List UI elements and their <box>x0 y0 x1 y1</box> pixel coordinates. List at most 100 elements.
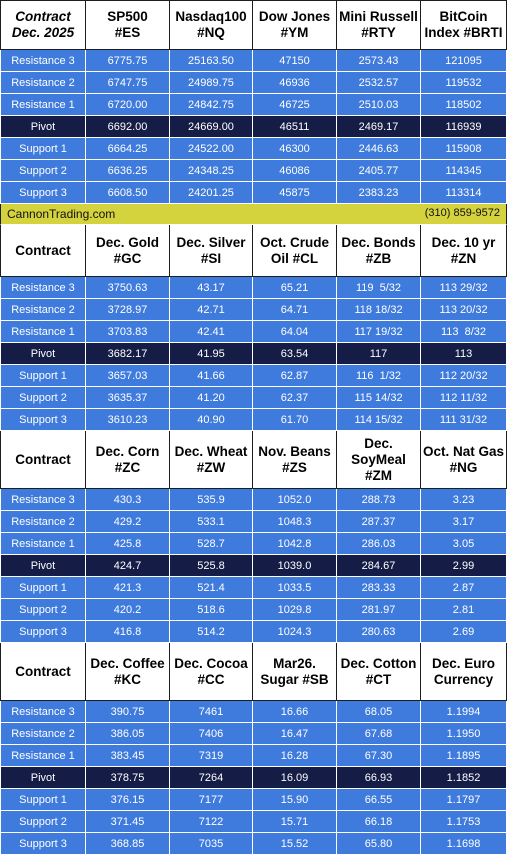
level-label: Resistance 2 <box>0 72 86 94</box>
pivot-row: Pivot 3682.17 41.95 63.54 117 113 <box>0 343 507 365</box>
level-value: 112 11/32 <box>421 387 507 409</box>
level-value: 2532.57 <box>337 72 421 94</box>
instrument-header-cell: Dec. Euro Currency <box>421 643 507 701</box>
level-value: 425.8 <box>86 533 170 555</box>
header-line: Dec. Wheat <box>174 443 248 459</box>
level-value: 65.80 <box>337 833 421 855</box>
level-value: 115 14/32 <box>337 387 421 409</box>
header-line: Nasdaq100 <box>175 9 247 24</box>
header-line: Contract <box>15 451 71 467</box>
contract-header-cell: Contract <box>0 643 86 701</box>
level-value: 47150 <box>253 50 337 72</box>
header-line: Dec. 10 yr <box>431 234 496 250</box>
level-value: 281.97 <box>337 599 421 621</box>
instrument-header-cell: Dec. SoyMeal #ZM <box>337 431 421 489</box>
level-value: 113 29/32 <box>421 277 507 299</box>
website-link[interactable]: CannonTrading.com <box>7 207 116 221</box>
level-value: 3610.23 <box>86 409 170 431</box>
level-value: 66.55 <box>337 789 421 811</box>
level-label: Support 2 <box>0 811 86 833</box>
level-value: 116 1/32 <box>337 365 421 387</box>
level-row: Support 2 420.2 518.6 1029.8 281.97 2.81 <box>0 599 507 621</box>
level-value: 420.2 <box>86 599 170 621</box>
section-header-row: Contract Dec. Gold #GC Dec. Silver #SI Oct. C… <box>0 225 507 277</box>
level-label: Resistance 2 <box>0 511 86 533</box>
instrument-header-cell: Dec. Silver #SI <box>170 225 253 277</box>
level-row: Resistance 1 6720.00 24842.75 46725 2510.03 1… <box>0 94 507 116</box>
level-value: 121095 <box>421 50 507 72</box>
level-value: 1033.5 <box>253 577 337 599</box>
header-line: BitCoin <box>439 9 488 24</box>
level-value: 46511 <box>253 116 337 138</box>
level-value: 1042.8 <box>253 533 337 555</box>
contract-header-cell: Contract Dec. 2025 <box>0 0 86 50</box>
level-label: Pivot <box>0 767 86 789</box>
header-line: #ZC <box>114 459 141 475</box>
level-value: 114345 <box>421 160 507 182</box>
level-label: Support 3 <box>0 621 86 643</box>
level-value: 62.37 <box>253 387 337 409</box>
header-line: #ZN <box>450 250 477 266</box>
level-label: Resistance 3 <box>0 277 86 299</box>
level-value: 3728.97 <box>86 299 170 321</box>
level-value: 1.1994 <box>421 701 507 723</box>
level-row: Resistance 3 390.75 7461 16.66 68.05 1.1994 <box>0 701 507 723</box>
level-value: 3.17 <box>421 511 507 533</box>
level-value: 7177 <box>170 789 253 811</box>
header-line: #KC <box>113 671 141 687</box>
level-value: 65.21 <box>253 277 337 299</box>
level-row: Resistance 3 3750.63 43.17 65.21 119 5/32 113… <box>0 277 507 299</box>
instrument-header-cell: Dec. Cocoa #CC <box>170 643 253 701</box>
level-value: 62.87 <box>253 365 337 387</box>
level-value: 535.9 <box>170 489 253 511</box>
level-value: 2573.43 <box>337 50 421 72</box>
level-value: 6775.75 <box>86 50 170 72</box>
level-value: 390.75 <box>86 701 170 723</box>
level-value: 3635.37 <box>86 387 170 409</box>
level-value: 6608.50 <box>86 182 170 204</box>
header-line: Sugar #SB <box>260 671 329 687</box>
level-value: 3.23 <box>421 489 507 511</box>
level-label: Resistance 1 <box>0 533 86 555</box>
level-value: 6692.00 <box>86 116 170 138</box>
level-row: Resistance 3 430.3 535.9 1052.0 288.73 3.23 <box>0 489 507 511</box>
level-value: 15.90 <box>253 789 337 811</box>
level-value: 429.2 <box>86 511 170 533</box>
header-line: #ZB <box>365 250 392 266</box>
level-value: 16.66 <box>253 701 337 723</box>
instrument-header-cell: SP500 #ES <box>86 0 170 50</box>
level-value: 283.33 <box>337 577 421 599</box>
level-value: 113314 <box>421 182 507 204</box>
header-line: Dec. Silver <box>176 234 246 250</box>
level-value: 1.1895 <box>421 745 507 767</box>
level-value: 112 20/32 <box>421 365 507 387</box>
contract-header-cell: Contract <box>0 431 86 489</box>
level-value: 1.1698 <box>421 833 507 855</box>
header-line: Dec. Corn <box>95 443 160 459</box>
level-value: 1.1950 <box>421 723 507 745</box>
level-value: 111 31/32 <box>421 409 507 431</box>
level-value: 119532 <box>421 72 507 94</box>
banner-cell: (310) 859-9572 CannonTrading.com <box>0 204 507 225</box>
level-value: 15.71 <box>253 811 337 833</box>
level-row: Resistance 1 425.8 528.7 1042.8 286.03 3.05 <box>0 533 507 555</box>
instrument-header-cell: Dec. Gold #GC <box>86 225 170 277</box>
header-line: Oct. Crude <box>259 234 329 250</box>
level-value: 2469.17 <box>337 116 421 138</box>
header-line: Dec. <box>364 435 393 451</box>
level-value: 43.17 <box>170 277 253 299</box>
header-line: Mini Russell <box>339 9 418 24</box>
instrument-header-cell: Dec. Bonds #ZB <box>337 225 421 277</box>
level-value: 24522.00 <box>170 138 253 160</box>
level-value: 7122 <box>170 811 253 833</box>
level-value: 1052.0 <box>253 489 337 511</box>
level-value: 24201.25 <box>170 182 253 204</box>
level-value: 46725 <box>253 94 337 116</box>
level-label: Resistance 1 <box>0 94 86 116</box>
header-line: Contract <box>15 663 71 679</box>
instrument-header-cell: Oct. Crude Oil #CL <box>253 225 337 277</box>
level-value: 3.05 <box>421 533 507 555</box>
level-label: Support 1 <box>0 138 86 160</box>
level-value: 1029.8 <box>253 599 337 621</box>
level-value: 383.45 <box>86 745 170 767</box>
